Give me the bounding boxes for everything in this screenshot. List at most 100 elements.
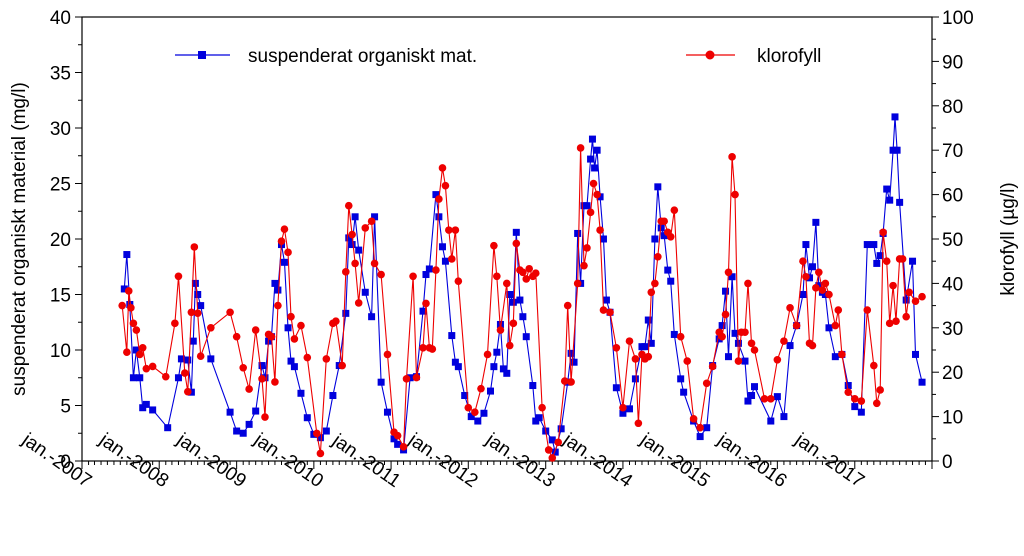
data-point <box>728 273 736 281</box>
data-point <box>348 230 356 239</box>
legend: suspenderat organiskt mat. klorofyll <box>175 46 821 67</box>
data-point <box>181 369 189 377</box>
data-point <box>708 362 717 371</box>
data-point <box>438 164 447 172</box>
data-point <box>138 343 147 352</box>
data-point <box>886 196 894 204</box>
data-point <box>786 304 794 312</box>
data-point <box>142 400 150 408</box>
data-point <box>696 423 704 432</box>
data-point <box>135 350 144 359</box>
data-point <box>239 363 247 372</box>
data-point <box>419 307 427 315</box>
data-point <box>744 279 752 288</box>
data-point <box>573 279 582 288</box>
data-point <box>651 235 659 243</box>
data-point <box>477 384 485 393</box>
data-point <box>342 268 350 276</box>
data-point <box>149 406 157 414</box>
data-point <box>258 362 266 370</box>
data-point <box>313 429 321 438</box>
data-point <box>825 290 833 299</box>
data-point <box>724 353 732 361</box>
data-point <box>258 375 266 383</box>
data-point <box>851 403 859 411</box>
data-point <box>194 291 202 298</box>
data-point <box>583 244 591 252</box>
data-point <box>734 357 743 365</box>
data-point <box>812 218 820 226</box>
data-point <box>529 382 537 390</box>
data-point <box>619 403 627 412</box>
data-point <box>471 408 479 416</box>
data-point <box>551 448 559 456</box>
data-point <box>467 413 475 421</box>
y-axis-title-left: suspenderat organiskt material (mg/l) <box>9 82 30 396</box>
y-tick-label-right: 80 <box>942 97 963 118</box>
data-point <box>441 257 449 265</box>
data-point <box>280 258 288 266</box>
data-point <box>587 155 595 163</box>
data-point <box>893 146 901 154</box>
y-tick-label-right: 0 <box>942 452 953 473</box>
data-point <box>136 374 144 382</box>
data-point <box>142 364 151 373</box>
data-point <box>799 291 807 298</box>
data-point <box>583 202 591 210</box>
legend-entry-suspenderat: suspenderat organiskt mat. <box>175 46 477 67</box>
data-point <box>647 339 655 347</box>
data-point <box>574 229 582 237</box>
data-point <box>226 308 234 317</box>
data-point <box>118 301 126 310</box>
data-point <box>889 281 897 290</box>
data-point <box>654 183 662 191</box>
data-point <box>808 341 817 350</box>
data-point <box>576 144 585 152</box>
data-point <box>239 429 247 437</box>
data-point <box>287 312 295 321</box>
data-point <box>129 319 138 328</box>
data-point <box>563 301 572 310</box>
data-point <box>676 332 685 341</box>
data-point <box>303 353 312 362</box>
data-point <box>786 342 794 350</box>
data-point <box>190 243 199 251</box>
data-point <box>284 324 292 332</box>
data-point <box>683 357 692 365</box>
data-point <box>402 375 411 383</box>
series-suspenderat <box>120 113 926 456</box>
data-point <box>390 435 398 443</box>
data-point <box>560 377 569 385</box>
data-point <box>870 361 878 370</box>
data-point <box>377 378 385 386</box>
data-point <box>522 275 531 283</box>
data-point <box>355 246 363 254</box>
data-point <box>284 248 292 257</box>
data-point <box>174 374 182 382</box>
data-point <box>593 190 601 199</box>
data-point <box>251 326 260 334</box>
data-point <box>267 332 276 341</box>
series-klorofyll <box>118 144 926 462</box>
data-point <box>641 343 649 351</box>
data-point <box>502 279 511 288</box>
data-point <box>506 291 514 298</box>
data-point <box>567 378 575 386</box>
data-point <box>197 302 205 310</box>
data-point <box>721 310 730 319</box>
data-point <box>512 228 520 236</box>
data-point <box>464 403 473 412</box>
data-point <box>802 272 810 281</box>
data-point <box>139 404 147 412</box>
data-point <box>731 329 739 337</box>
data-point <box>548 454 557 462</box>
data-point <box>432 266 440 274</box>
data-point <box>371 213 379 221</box>
data-point <box>891 113 899 121</box>
data-point <box>132 326 141 334</box>
data-point <box>419 343 427 352</box>
data-point <box>127 304 135 312</box>
data-point <box>670 206 679 214</box>
y-axis-title-right: klorofyll (µg/l) <box>998 182 1019 295</box>
data-point <box>780 337 788 345</box>
